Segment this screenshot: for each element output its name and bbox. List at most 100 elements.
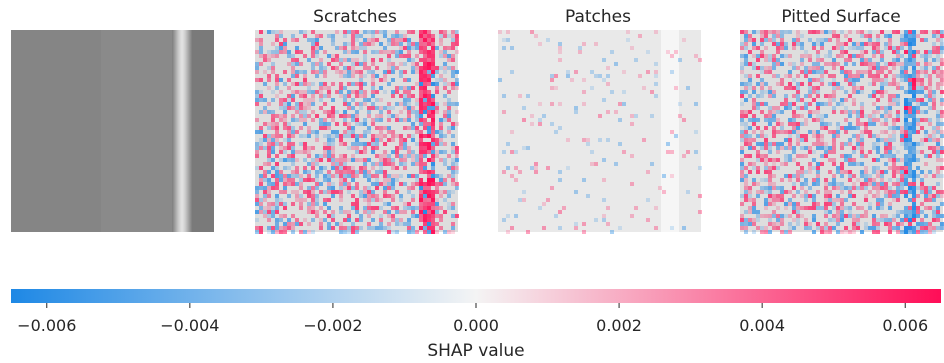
attribution-pixel bbox=[323, 86, 327, 90]
attribution-pixel bbox=[916, 86, 920, 90]
attribution-pixel bbox=[419, 106, 423, 110]
attribution-pixel bbox=[375, 182, 379, 186]
attribution-pixel bbox=[940, 74, 944, 78]
attribution-pixel bbox=[888, 206, 892, 210]
attribution-pixel bbox=[936, 58, 940, 62]
attribution-pixel bbox=[848, 110, 852, 114]
panel-title-scratches: Scratches bbox=[313, 7, 397, 27]
attribution-pixel bbox=[315, 38, 319, 42]
attribution-pixel bbox=[824, 226, 828, 230]
attribution-pixel bbox=[367, 222, 371, 226]
attribution-pixel bbox=[271, 66, 275, 70]
attribution-pixel bbox=[856, 138, 860, 142]
attribution-pixel bbox=[395, 50, 399, 54]
attribution-pixel bbox=[888, 150, 892, 154]
attribution-pixel bbox=[756, 218, 760, 222]
attribution-pixel bbox=[828, 102, 832, 106]
attribution-pixel bbox=[451, 86, 455, 90]
attribution-pixel bbox=[295, 118, 299, 122]
attribution-pixel bbox=[407, 150, 411, 154]
attribution-pixel bbox=[435, 186, 439, 190]
attribution-pixel bbox=[411, 206, 415, 210]
attribution-pixel bbox=[816, 178, 820, 182]
attribution-pixel bbox=[431, 54, 435, 58]
attribution-pixel bbox=[876, 118, 880, 122]
attribution-pixel bbox=[363, 198, 367, 202]
attribution-pixel bbox=[387, 158, 391, 162]
attribution-pixel bbox=[435, 206, 439, 210]
attribution-pixel bbox=[299, 50, 303, 54]
attribution-pixel bbox=[303, 178, 307, 182]
attribution-pixel bbox=[275, 82, 279, 86]
attribution-pixel bbox=[888, 114, 892, 118]
attribution-pixel bbox=[391, 214, 395, 218]
attribution-pixel bbox=[403, 210, 407, 214]
attribution-pixel bbox=[319, 82, 323, 86]
attribution-pixel bbox=[327, 142, 331, 146]
attribution-pixel bbox=[307, 90, 311, 94]
attribution-pixel bbox=[892, 130, 896, 134]
attribution-pixel bbox=[443, 62, 447, 66]
attribution-pixel bbox=[351, 130, 355, 134]
attribution-pixel bbox=[912, 170, 916, 174]
attribution-pixel bbox=[804, 138, 808, 142]
attribution-pixel bbox=[916, 106, 920, 110]
attribution-pixel bbox=[538, 122, 542, 126]
attribution-pixel bbox=[267, 162, 271, 166]
attribution-pixel bbox=[912, 50, 916, 54]
attribution-pixel bbox=[363, 50, 367, 54]
attribution-pixel bbox=[439, 126, 443, 130]
attribution-pixel bbox=[764, 70, 768, 74]
attribution-pixel bbox=[455, 70, 459, 74]
attribution-pixel bbox=[439, 50, 443, 54]
attribution-pixel bbox=[772, 134, 776, 138]
attribution-pixel bbox=[776, 50, 780, 54]
attribution-pixel bbox=[327, 34, 331, 38]
attribution-pixel bbox=[363, 38, 367, 42]
attribution-pixel bbox=[646, 218, 650, 222]
attribution-pixel bbox=[792, 218, 796, 222]
attribution-pixel bbox=[812, 70, 816, 74]
attribution-pixel bbox=[816, 58, 820, 62]
attribution-pixel bbox=[796, 42, 800, 46]
attribution-pixel bbox=[698, 166, 702, 170]
attribution-pixel bbox=[740, 114, 744, 118]
attribution-pixel bbox=[315, 54, 319, 58]
attribution-pixel bbox=[884, 138, 888, 142]
attribution-pixel bbox=[331, 34, 335, 38]
attribution-pixel bbox=[319, 62, 323, 66]
attribution-pixel bbox=[303, 170, 307, 174]
attribution-pixel bbox=[602, 158, 606, 162]
attribution-pixel bbox=[411, 126, 415, 130]
attribution-pixel bbox=[800, 106, 804, 110]
attribution-pixel bbox=[427, 54, 431, 58]
attribution-pixel bbox=[916, 142, 920, 146]
attribution-pixel bbox=[291, 182, 295, 186]
attribution-pixel bbox=[566, 70, 570, 74]
attribution-pixel bbox=[654, 94, 658, 98]
attribution-pixel bbox=[339, 114, 343, 118]
attribution-pixel bbox=[387, 118, 391, 122]
attribution-pixel bbox=[916, 210, 920, 214]
attribution-pixel bbox=[932, 98, 936, 102]
attribution-pixel bbox=[928, 154, 932, 158]
attribution-pixel bbox=[748, 190, 752, 194]
attribution-pixel bbox=[852, 158, 856, 162]
attribution-pixel bbox=[832, 110, 836, 114]
attribution-pixel bbox=[427, 186, 431, 190]
attribution-pixel bbox=[780, 34, 784, 38]
attribution-pixel bbox=[804, 118, 808, 122]
attribution-pixel bbox=[912, 182, 916, 186]
colorbar-label: SHAP value bbox=[427, 341, 524, 361]
attribution-pixel bbox=[443, 178, 447, 182]
attribution-pixel bbox=[363, 166, 367, 170]
attribution-pixel bbox=[343, 166, 347, 170]
attribution-pixel bbox=[363, 42, 367, 46]
attribution-pixel bbox=[884, 118, 888, 122]
attribution-pixel bbox=[343, 230, 347, 234]
attribution-pixel bbox=[439, 174, 443, 178]
attribution-pixel bbox=[375, 50, 379, 54]
attribution-pixel bbox=[387, 178, 391, 182]
attribution-pixel bbox=[562, 206, 566, 210]
attribution-pixel bbox=[912, 226, 916, 230]
